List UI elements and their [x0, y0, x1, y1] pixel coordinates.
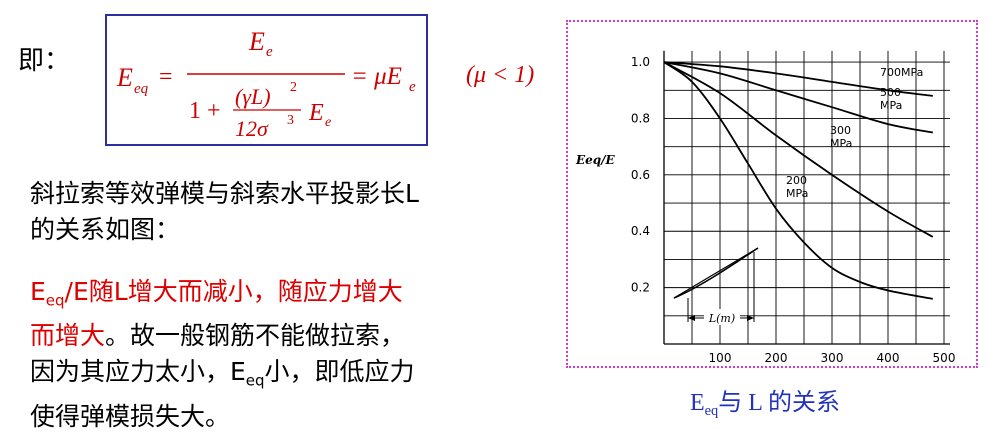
conclusion-line1: Eeq/E随L增大而减小，随应力增大	[30, 277, 403, 310]
dimension-label-bg	[704, 309, 740, 325]
formula-box: E eq = E e 1 + (γL) 2 12σ 3 E e = μE e	[105, 14, 428, 146]
chart-labels: 100 200 300 400 5001.00.80.60.40.2700MPa500M…	[631, 55, 956, 365]
x-tick-label: 500	[933, 351, 956, 365]
formula-equation: E eq = E e 1 + (γL) 2 12σ 3 E e = μE e	[116, 27, 416, 141]
formula-den-tail: E	[308, 100, 324, 126]
paragraph-relation-line2: 的关系如图：	[30, 215, 181, 244]
formula-den-one: 1 +	[189, 98, 221, 124]
chart-annotation: L(m)	[673, 247, 759, 325]
chart-grid	[664, 50, 950, 344]
chart-axes	[663, 50, 950, 345]
y-tick-label: 0.8	[631, 111, 650, 125]
chart-series	[663, 61, 934, 300]
formula-lhs-sub: eq	[134, 81, 149, 97]
paragraph-relation-line1: 斜拉索等效弹模与斜索水平投影长L	[30, 179, 419, 208]
paragraph-conclusion: Eeq/E随L增大而减小，随应力增大 而增大。故一般钢筋不能做拉索， 因为其应力…	[30, 274, 415, 435]
formula-equals: =	[159, 64, 173, 90]
conclusion-line4: 使得弹模损失大。	[30, 401, 231, 431]
formula-num: E	[248, 27, 265, 56]
chart-caption: Eeq与 L 的关系	[690, 390, 841, 420]
series-label: MPa	[830, 137, 852, 150]
formula-lhs: E	[116, 63, 133, 92]
x-tick-label: 100	[709, 351, 732, 365]
series-label: 700MPa	[880, 66, 923, 79]
formula-num-sub: e	[266, 44, 273, 60]
dimension-arrow-right	[747, 315, 754, 321]
formula-rhs-sub: e	[409, 79, 416, 95]
formula-rhs: = μE	[351, 63, 402, 90]
series-label: 500	[880, 86, 901, 99]
formula-den-frac-den-exp: 3	[287, 113, 294, 128]
y-tick-label: 0.6	[631, 168, 650, 182]
x-tick-label: 300	[821, 351, 844, 365]
y-tick-label: 1.0	[631, 55, 650, 69]
y-tick-label: 0.2	[631, 281, 650, 295]
chart-frame: 100 200 300 400 500 1.0 0.8 0.6 0.4 0.2 700MPa 500 M…	[566, 20, 978, 368]
cable-chord	[673, 247, 759, 299]
dimension-label: L(m)	[708, 312, 735, 325]
conclusion-line3: 因为其应力太小，Eeq小，即低应力	[30, 357, 415, 390]
formula-den-frac-num-exp: 2	[290, 80, 297, 95]
formula-den-tail-sub: e	[325, 115, 331, 130]
series-line	[663, 61, 933, 97]
series-line	[663, 61, 933, 300]
chart-ylabel: Eeq/E	[575, 153, 616, 167]
dimension-arrow-left	[688, 315, 695, 321]
series-line	[663, 61, 933, 134]
x-tick-label: 200	[765, 351, 788, 365]
series-label: 200	[786, 174, 807, 187]
x-tick-label: 400	[877, 351, 900, 365]
paragraph-relation: 斜拉索等效弹模与斜索水平投影长L 的关系如图：	[30, 176, 419, 248]
intro-label: 即：	[18, 46, 71, 76]
y-tick-label: 0.4	[631, 224, 650, 238]
series-label: MPa	[880, 99, 902, 112]
series-label: 300	[830, 124, 851, 137]
conclusion-line2: 而增大。故一般钢筋不能做拉索，	[30, 321, 406, 351]
series-line	[663, 61, 934, 238]
formula-condition: (μ < 1)	[466, 62, 535, 88]
formula-den-frac-num: (γL)	[235, 84, 271, 109]
formula-den-frac-den: 12σ	[235, 116, 269, 141]
eeq-vs-l-chart: 100 200 300 400 5001.00.80.60.40.2700MPa500M…	[575, 50, 956, 365]
series-label: MPa	[786, 187, 808, 200]
